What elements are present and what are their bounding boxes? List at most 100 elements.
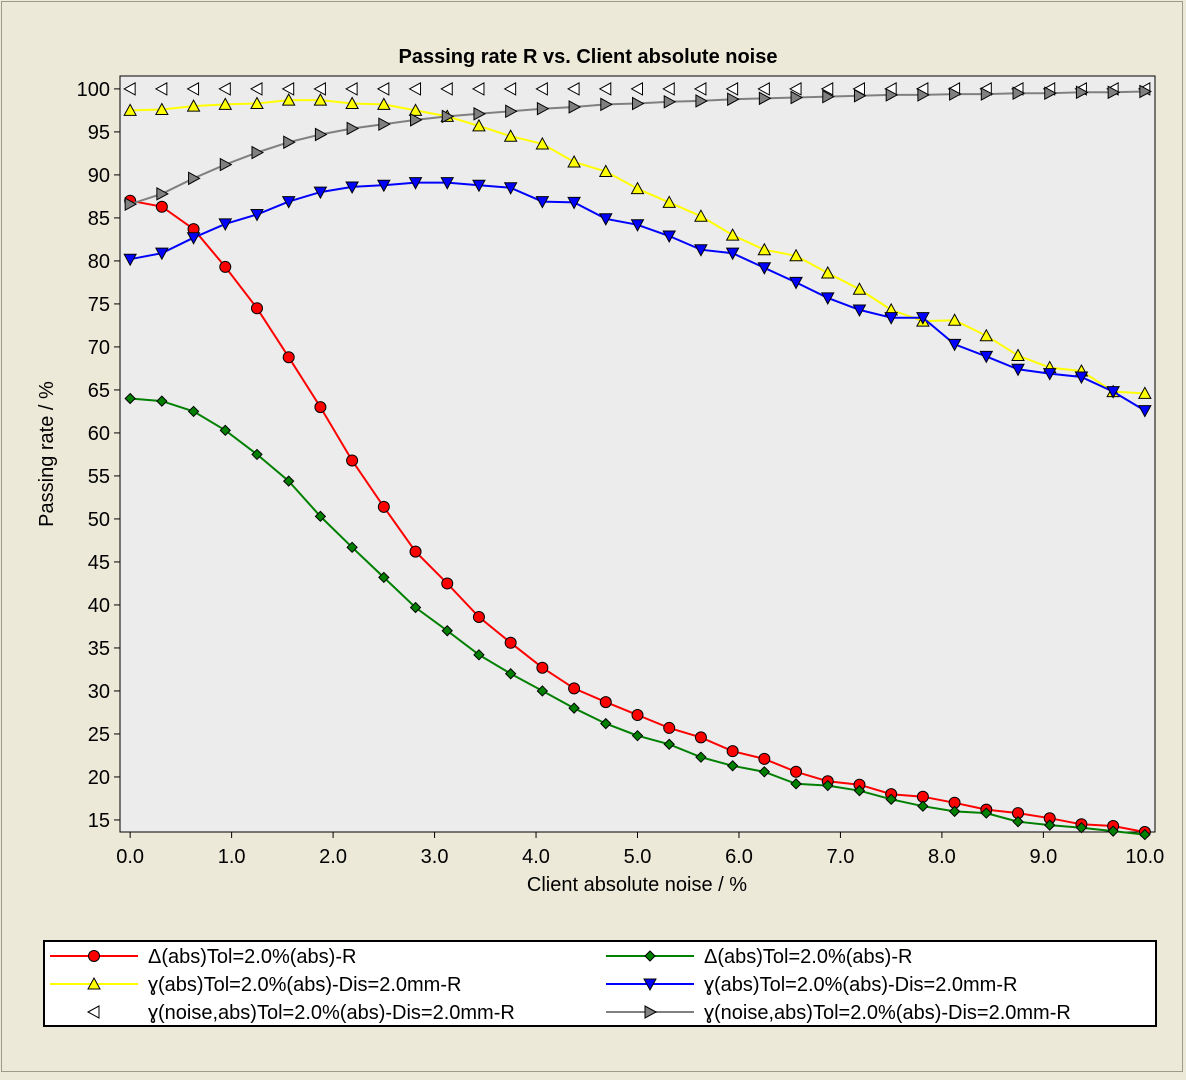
data-point (155, 200, 168, 213)
data-point (663, 94, 677, 109)
data-point (378, 571, 390, 584)
data-point (1107, 85, 1121, 100)
y-tick-label: 80 (88, 251, 110, 273)
chart-title: Passing rate R vs. Client absolute noise (398, 46, 777, 68)
series-6 (124, 84, 1152, 211)
data-point (282, 475, 295, 487)
data-point (599, 696, 612, 709)
legend-item-5: ɣ(noise,abs)Tol=2.0%(abs)-Dis=2.0mm-R (86, 1002, 515, 1024)
data-point (1138, 386, 1152, 399)
y-axis: 15 20 25 30 35 40 45 50 55 60 65 70 75 80 85 90 95 100 (77, 79, 120, 832)
data-point (186, 82, 200, 96)
data-point (567, 196, 581, 210)
data-point (1042, 368, 1057, 381)
data-point (249, 82, 263, 96)
data-point (694, 244, 708, 257)
data-point (536, 101, 550, 116)
data-point (725, 228, 740, 241)
y-tick-label: 35 (88, 638, 110, 660)
data-point (535, 196, 550, 209)
series-layer (123, 82, 1152, 841)
data-point (630, 219, 645, 232)
data-point (726, 760, 739, 772)
data-point (441, 577, 454, 590)
legend-label: ɣ(abs)Tol=2.0%(abs)-Dis=2.0mm-R (704, 974, 1017, 996)
data-point (567, 154, 581, 168)
data-point (822, 89, 835, 104)
plot-area (119, 75, 1156, 833)
data-point (694, 209, 708, 222)
data-point (472, 179, 486, 193)
data-point (917, 800, 929, 812)
series-4 (123, 177, 1152, 418)
data-point (757, 262, 772, 275)
data-point (980, 807, 993, 819)
legend-swatch-marker (644, 950, 656, 962)
data-point (1075, 821, 1088, 834)
data-point (757, 82, 770, 96)
data-point (1012, 86, 1026, 101)
data-point (219, 424, 231, 437)
x-axis: 0.0 1.0 2.0 3.0 4.0 5.0 6.0 7.0 8.0 9.0 10.0 (116, 832, 1164, 868)
x-tick-label: 3.0 (421, 846, 449, 868)
data-point (568, 682, 581, 695)
x-tick-label: 2.0 (319, 846, 347, 868)
y-tick-label: 40 (88, 595, 110, 617)
data-point (568, 100, 582, 114)
data-point (631, 709, 644, 722)
data-point (219, 260, 232, 273)
data-point (314, 510, 327, 523)
data-point (663, 738, 675, 750)
data-point (186, 232, 201, 245)
data-point (852, 304, 867, 317)
y-tick-label: 50 (88, 509, 110, 531)
data-point (314, 127, 328, 142)
data-point (376, 97, 391, 110)
legend-label: ɣ(noise,abs)Tol=2.0%(abs)-Dis=2.0mm-R (148, 1002, 515, 1024)
data-point (281, 82, 295, 96)
legend-item-6: ɣ(noise,abs)Tol=2.0%(abs)-Dis=2.0mm-R (606, 1002, 1071, 1024)
x-tick-label: 1.0 (218, 846, 246, 868)
legend-item-2: Δ(abs)Tol=2.0%(abs)-R (606, 946, 912, 968)
data-point (473, 107, 486, 121)
data-point (346, 541, 358, 554)
data-point (376, 179, 391, 193)
data-point (250, 302, 263, 315)
data-point (314, 401, 327, 414)
data-point (630, 82, 643, 96)
data-point (219, 157, 233, 172)
x-axis-label: Client absolute noise / % (527, 874, 747, 896)
data-point (789, 276, 803, 290)
data-point (251, 448, 263, 461)
data-point (820, 82, 834, 96)
data-point (980, 87, 994, 101)
data-point (1012, 815, 1024, 828)
data-point (218, 97, 233, 110)
data-point (124, 197, 138, 211)
data-point (124, 392, 136, 405)
data-point (378, 117, 391, 132)
data-point (790, 90, 804, 105)
data-point (440, 82, 453, 96)
data-point (885, 793, 897, 806)
data-point (155, 247, 169, 261)
x-tick-label: 4.0 (522, 846, 550, 868)
series-2 (124, 392, 1151, 841)
data-point (949, 87, 962, 101)
data-point (409, 601, 422, 614)
y-tick-label: 75 (88, 294, 110, 316)
data-point (503, 129, 518, 142)
y-tick-label: 30 (88, 681, 110, 703)
legend (43, 940, 1157, 1027)
legend-label: ɣ(noise,abs)Tol=2.0%(abs)-Dis=2.0mm-R (704, 1002, 1071, 1024)
data-point (631, 729, 644, 742)
data-point (598, 213, 613, 226)
data-point (186, 99, 201, 112)
data-point (408, 103, 423, 116)
x-tick-label: 5.0 (624, 846, 652, 868)
data-point (947, 338, 962, 352)
data-point (726, 745, 739, 758)
data-point (505, 104, 518, 119)
data-point (536, 661, 549, 674)
